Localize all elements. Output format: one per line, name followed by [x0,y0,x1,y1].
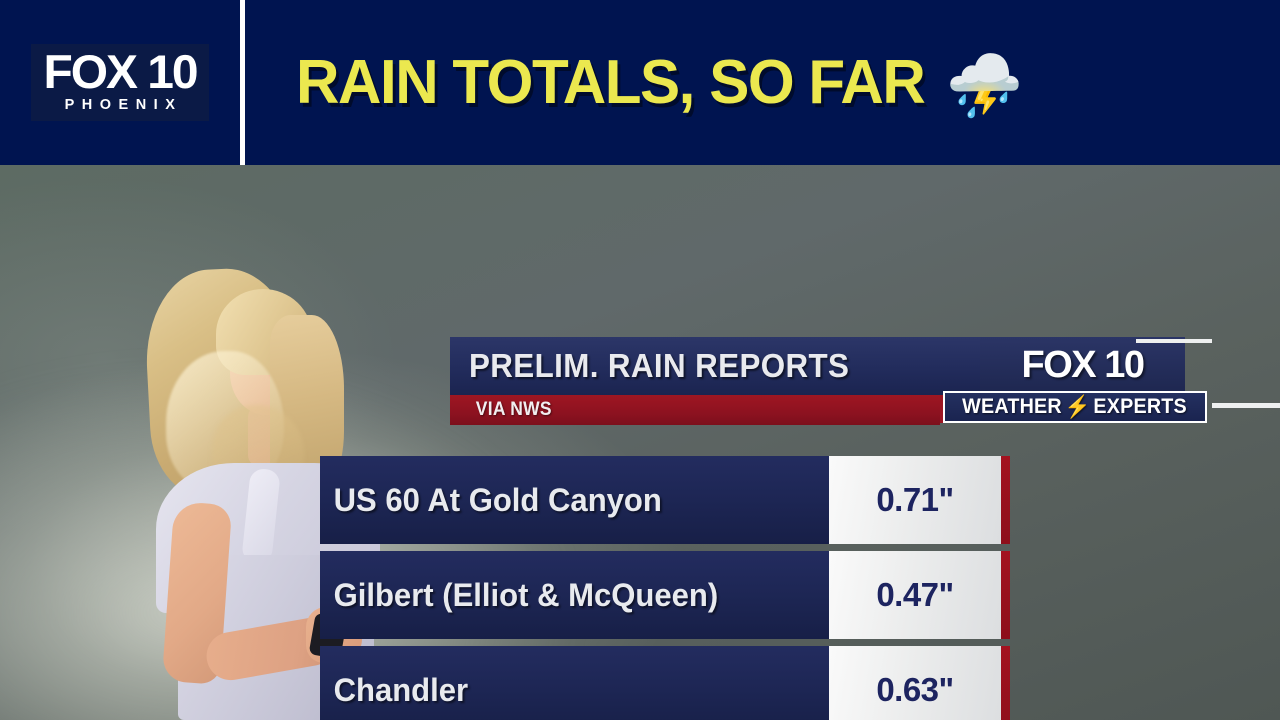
badge-tagline-right: EXPERTS [1093,395,1188,418]
fox10-weather-experts-badge: FOX 10 WEATHER ⚡ EXPERTS [940,337,1210,425]
row-amount-text: 0.63" [876,671,954,708]
row-amount-text: 0.71" [876,481,954,518]
graphic-title-bar: PRELIM. RAIN REPORTS [450,337,1010,395]
badge-tagline-left: WEATHER [962,395,1063,418]
broadcast-video-area: PRELIM. RAIN REPORTS VIA NWS FOX 10 WEAT… [0,165,1280,720]
table-row: US 60 At Gold Canyon 0.71" [320,456,1010,544]
badge-network-block: FOX 10 [980,337,1185,393]
row-amount-text: 0.47" [876,576,954,613]
row-location-cell: Chandler [320,646,829,720]
badge-accent-rule [1212,403,1280,408]
row-location-cell: Gilbert (Elliot & McQueen) [320,551,829,639]
fox10-phoenix-logo: FOX 10 PHOENIX [0,0,240,165]
thunderstorm-icon: ⛈️ [945,51,1023,121]
badge-tagline: WEATHER ⚡ EXPERTS [963,394,1188,420]
table-row: Chandler 0.63" [320,646,1010,720]
headline-text: RAIN TOTALS, SO FAR [296,48,926,117]
logo-inner-block: FOX 10 PHOENIX [31,43,209,122]
badge-tagline-block: WEATHER ⚡ EXPERTS [943,391,1207,423]
row-accent-bar [1001,646,1010,720]
rain-reports-table: US 60 At Gold Canyon 0.71" Gilbert (Elli… [320,456,1010,720]
row-accent-bar [1001,551,1010,639]
banner-divider [240,0,245,165]
logo-market-text: PHOENIX [64,97,183,114]
row-amount-cell: 0.71" [829,456,1001,544]
row-accent-bar [1001,456,1010,544]
graphic-title-text: PRELIM. RAIN REPORTS [469,347,850,384]
row-location-text: Gilbert (Elliot & McQueen) [333,576,719,613]
badge-accent-rule-top [1136,339,1212,343]
top-banner: FOX 10 PHOENIX RAIN TOTALS, SO FAR ⛈️ [0,0,1280,165]
logo-network-text: FOX 10 [43,44,199,98]
graphic-source-text: VIA NWS [475,399,552,420]
row-location-cell: US 60 At Gold Canyon [320,456,829,544]
lightning-bolt-icon: ⚡ [1065,394,1092,419]
badge-network-label: FOX 10 [1021,344,1145,386]
row-location-text: US 60 At Gold Canyon [333,481,662,518]
graphic-source-bar: VIA NWS [450,395,940,425]
row-amount-cell: 0.63" [829,646,1001,720]
table-row: Gilbert (Elliot & McQueen) 0.47" [320,551,1010,639]
headline-container: RAIN TOTALS, SO FAR ⛈️ [248,0,1280,165]
row-location-text: Chandler [333,671,469,708]
row-amount-cell: 0.47" [829,551,1001,639]
